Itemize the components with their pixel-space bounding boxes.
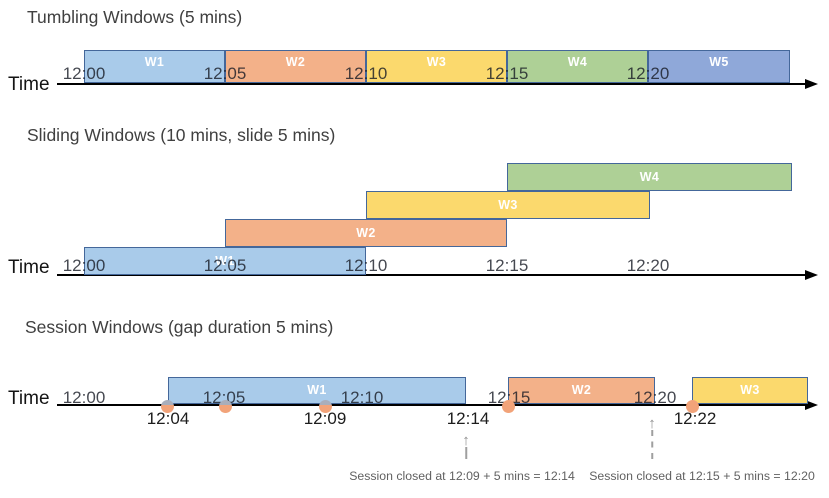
session-tick: 12:10 — [340, 388, 384, 407]
tumbling-time-axis — [57, 83, 807, 85]
session-closed-annotation: Session closed at 12:15 + 5 mins = 12:20 — [589, 469, 815, 483]
session-window-w3: W3 — [692, 377, 808, 404]
event-dot — [686, 400, 699, 413]
event-time-label: 12:09 — [303, 409, 347, 428]
tumbling-window-w2: W2 — [225, 50, 366, 83]
sliding-window-w3: W3 — [366, 191, 650, 219]
window-label: W4 — [639, 169, 660, 184]
sliding-tick: 12:05 — [203, 256, 247, 275]
sliding-window-w1: W1 — [84, 247, 366, 275]
sliding-title: Sliding Windows (10 mins, slide 5 mins) — [27, 125, 336, 145]
tumbling-tick: 12:05 — [203, 64, 247, 83]
tumbling-axis-arrowhead-icon — [805, 78, 818, 89]
session-closed-annotation: Session closed at 12:09 + 5 mins = 12:14 — [349, 469, 575, 483]
sliding-tick: 12:15 — [485, 256, 529, 275]
session-time-axis — [57, 404, 807, 406]
window-label: W2 — [285, 55, 306, 69]
window-label: W5 — [709, 55, 729, 69]
tumbling-tick: 12:20 — [626, 64, 670, 83]
sliding-tick: 12:10 — [344, 256, 388, 275]
session-tick: 12:00 — [62, 388, 106, 407]
event-time-label: 12:04 — [146, 409, 190, 428]
event-dot — [319, 400, 332, 413]
window-label: W4 — [567, 55, 588, 69]
tumbling-time-axis-label: Time — [8, 74, 50, 95]
sliding-time-axis — [57, 274, 807, 276]
tumbling-window-w4: W4 — [507, 50, 648, 83]
tumbling-window-w5: W5 — [648, 50, 790, 83]
sliding-window-w4: W4 — [507, 163, 792, 191]
event-dot — [161, 400, 174, 413]
event-time-label: 12:14 — [446, 409, 490, 428]
window-label: W3 — [498, 197, 518, 212]
session-time-axis-label: Time — [8, 388, 50, 409]
session-tick: 12:15 — [487, 388, 531, 407]
session-title: Session Windows (gap duration 5 mins) — [25, 317, 334, 337]
tumbling-title: Tumbling Windows (5 mins) — [27, 7, 243, 27]
window-label: W2 — [571, 383, 592, 398]
session-tick: 12:20 — [633, 388, 677, 407]
sliding-tick: 12:00 — [62, 256, 106, 275]
sliding-axis-arrowhead-icon — [805, 269, 818, 280]
window-label: W3 — [740, 383, 760, 398]
window-label: W1 — [144, 55, 165, 69]
window-label: W3 — [426, 55, 447, 69]
session-window-w1: W1 — [168, 377, 466, 404]
sliding-time-axis-label: Time — [8, 257, 50, 278]
event-dot — [502, 400, 515, 413]
window-label: W1 — [307, 383, 327, 398]
event-time-label: 12:22 — [673, 409, 717, 428]
session-tick: 12:05 — [202, 388, 246, 407]
tumbling-tick: 12:00 — [62, 64, 106, 83]
annotation-up-arrow-icon: ↑ — [648, 416, 656, 459]
tumbling-tick: 12:10 — [344, 64, 388, 83]
sliding-window-w2: W2 — [225, 219, 507, 247]
session-window-w2: W2 — [508, 377, 655, 404]
tumbling-window-w1: W1 — [84, 50, 225, 83]
sliding-tick: 12:20 — [626, 256, 670, 275]
tumbling-window-w3: W3 — [366, 50, 507, 83]
session-axis-arrowhead-icon — [805, 399, 818, 410]
window-label: W2 — [356, 225, 376, 240]
event-dot — [219, 400, 232, 413]
tumbling-tick: 12:15 — [485, 64, 529, 83]
window-label: W1 — [215, 253, 235, 268]
annotation-up-arrow-icon: ↑ — [462, 433, 470, 459]
